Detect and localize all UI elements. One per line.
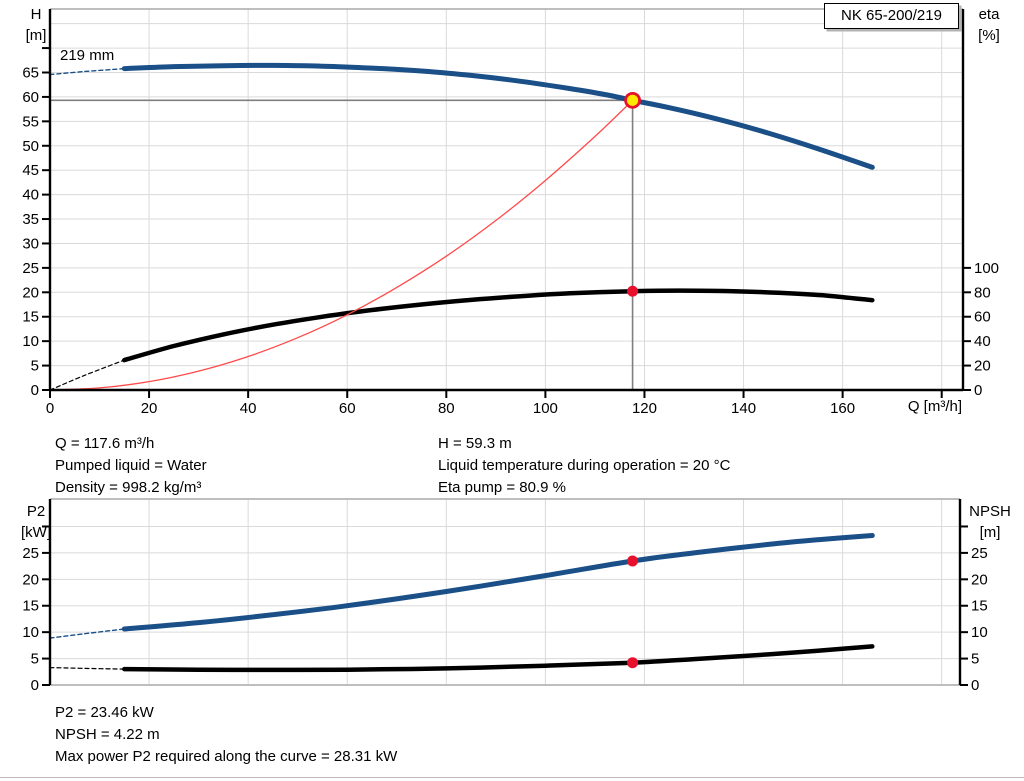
eta-axis-unit: [%] <box>978 27 1000 44</box>
eta-duty-point <box>627 285 639 297</box>
npsh-axis-unit: [m] <box>979 524 1001 541</box>
pump-model-badge: NK 65-200/219 <box>824 3 959 29</box>
y-left-tick-label: 45 <box>22 162 39 179</box>
p2-duty-point <box>627 555 639 567</box>
y-left-tick-label: 0 <box>31 382 39 399</box>
head-curve-dashed <box>49 67 125 76</box>
y-right-tick-label: 0 <box>974 382 982 399</box>
y-left-tick-label: 30 <box>22 235 39 252</box>
y-left-tick-label: 65 <box>22 65 39 82</box>
info-npsh: NPSH = 4.22 m <box>55 726 160 743</box>
x-tick-label: 40 <box>240 400 257 417</box>
power-info: P2 = 23.46 kW NPSH = 4.22 m Max power P2… <box>55 702 397 768</box>
y-right-tick-label: 5 <box>971 651 979 668</box>
p2-axis-unit: [kW] <box>21 524 51 541</box>
y-left-tick-label: 5 <box>31 358 39 375</box>
y-left-tick-label: 20 <box>22 284 39 301</box>
y-left-tick-label: 15 <box>22 598 39 615</box>
y-left-tick-label: 50 <box>22 138 39 155</box>
y-right-tick-label: 40 <box>974 333 991 350</box>
npsh-axis-name: NPSH <box>969 503 1011 520</box>
y-left-tick-label: 20 <box>22 571 39 588</box>
y-left-tick-label: 0 <box>31 677 39 694</box>
eta-axis-title: eta [%] <box>966 4 1012 46</box>
npsh-axis-title: NPSH [m] <box>960 501 1020 543</box>
y-left-tick-label: 40 <box>22 187 39 204</box>
y-left-tick-label: 25 <box>22 260 39 277</box>
y-left-tick-label: 35 <box>22 211 39 228</box>
y-left-tick-label: 60 <box>22 89 39 106</box>
duty-info-left: Q = 117.6 m³/h Pumped liquid = Water Den… <box>55 433 207 499</box>
info-pumped-liquid: Pumped liquid = Water <box>55 457 207 474</box>
h-axis-name: H <box>30 6 42 23</box>
npsh-curve <box>122 644 875 673</box>
npsh-duty-point <box>627 657 639 669</box>
q-axis-label: Q [m³/h] <box>907 398 962 415</box>
x-tick-label: 140 <box>731 400 756 417</box>
npsh-curve-dashed <box>49 667 125 670</box>
duty-point <box>624 91 641 109</box>
y-left-tick-label: 15 <box>22 309 39 326</box>
y-left-tick-label: 55 <box>22 113 39 130</box>
x-tick-label: 100 <box>533 400 558 417</box>
info-density: Density = 998.2 kg/m³ <box>55 479 202 496</box>
impeller-diameter-label: 219 mm <box>60 47 115 64</box>
y-right-tick-label: 10 <box>971 624 988 641</box>
y-right-tick-label: 60 <box>974 309 991 326</box>
system-curve <box>49 99 634 391</box>
info-max-power: Max power P2 required along the curve = … <box>55 748 398 765</box>
p2-curve <box>121 533 875 632</box>
y-right-tick-label: 80 <box>974 284 991 301</box>
duty-info-right: H = 59.3 m Liquid temperature during ope… <box>438 433 730 499</box>
eta-curve-dashed <box>49 359 125 391</box>
info-p2: P2 = 23.46 kW <box>55 704 154 721</box>
info-liquid-temperature: Liquid temperature during operation = 20… <box>438 457 731 474</box>
y-left-tick-label: 5 <box>31 651 39 668</box>
y-right-tick-label: 25 <box>971 545 988 562</box>
p2-curve-dashed <box>49 628 125 639</box>
info-eta-pump: Eta pump = 80.9 % <box>438 479 566 496</box>
x-tick-label: 0 <box>46 400 54 417</box>
x-tick-label: 160 <box>830 400 855 417</box>
y-right-tick-label: 100 <box>974 260 999 277</box>
page-divider <box>0 777 1024 778</box>
y-left-tick-label: 25 <box>22 545 39 562</box>
info-head: H = 59.3 m <box>438 435 512 452</box>
head-curve <box>121 62 875 170</box>
y-right-tick-label: 0 <box>971 677 979 694</box>
p2-axis-title: P2 [kW] <box>16 501 56 543</box>
eta-curve <box>122 288 875 363</box>
info-flow: Q = 117.6 m³/h <box>55 435 155 452</box>
x-tick-label: 80 <box>438 400 455 417</box>
y-right-tick-label: 20 <box>971 571 988 588</box>
p2-axis-name: P2 <box>26 503 46 520</box>
y-left-tick-label: 10 <box>22 624 39 641</box>
x-tick-label: 60 <box>339 400 356 417</box>
y-right-tick-label: 15 <box>971 598 988 615</box>
x-tick-label: 120 <box>632 400 657 417</box>
eta-axis-name: eta <box>978 6 1000 23</box>
h-axis-title: H [m] <box>16 4 56 46</box>
y-right-tick-label: 20 <box>974 358 991 375</box>
x-tick-label: 20 <box>141 400 158 417</box>
y-left-tick-label: 10 <box>22 333 39 350</box>
h-axis-unit: [m] <box>25 27 47 44</box>
